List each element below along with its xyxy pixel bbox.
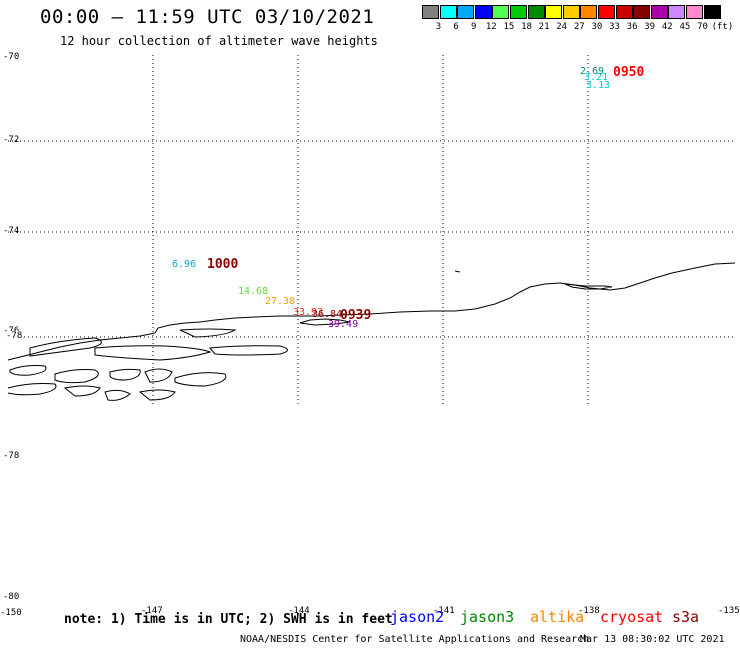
ice-feature: [299, 318, 351, 326]
legend-label: 18: [521, 22, 532, 32]
wave-height-value: 36.84: [312, 309, 343, 320]
page-title: 00:00 – 11:59 UTC 03/10/2021: [40, 6, 375, 28]
legend-label: 3: [435, 22, 442, 32]
lon-label: -138: [578, 606, 600, 616]
legend-label: 39: [644, 22, 656, 32]
legend-swatch: [510, 5, 527, 19]
island: [63, 385, 101, 397]
page-subtitle: 12 hour collection of altimeter wave hei…: [60, 34, 378, 48]
legend-swatch: [703, 5, 721, 19]
generated-timestamp: Mar 13 08:30:02 UTC 2021: [580, 634, 725, 645]
legend-swatch: [492, 5, 510, 19]
pass-time-label: 0939: [340, 308, 372, 323]
graticule: [8, 55, 735, 405]
legend-swatch: [580, 5, 598, 19]
legend-swatch: [474, 5, 492, 19]
island: [174, 372, 227, 387]
legend-label: 33: [609, 22, 620, 32]
legend-label: 15: [503, 22, 515, 32]
legend-swatch: [650, 5, 668, 19]
legend-swatch: [439, 5, 457, 19]
wave-height-value: 14.68: [238, 286, 269, 297]
satellite-jason3: jason3: [460, 608, 515, 626]
legend-swatch: [615, 5, 633, 19]
lat-label: -80: [3, 592, 20, 602]
ice-feature: [454, 270, 461, 273]
island: [104, 389, 131, 401]
lon-label: -147: [141, 606, 163, 616]
wave-height-value: 6.96: [172, 259, 197, 270]
legend-label: (ft): [711, 22, 734, 32]
island: [138, 389, 176, 401]
satellite-cryosat: cryosat: [600, 608, 664, 626]
wave-height-value: 3.13: [586, 80, 611, 91]
legend-label: 42: [661, 22, 673, 32]
legend-label: 24: [556, 22, 568, 32]
pass-time-label: 1000: [207, 257, 239, 272]
island: [29, 337, 102, 357]
legend-swatch: [633, 5, 651, 19]
legend-label: 6: [453, 22, 459, 32]
wave-height-value: 39.49: [328, 319, 359, 330]
lon-label: -135: [718, 606, 740, 616]
island: [94, 345, 212, 361]
legend-label: 9: [470, 22, 477, 32]
legend-label: 45: [679, 22, 691, 32]
wave-height-value: 27.38: [265, 296, 296, 307]
ice-feature: [564, 283, 613, 290]
lat-label: -78: [6, 331, 23, 341]
legend-label: 30: [591, 22, 603, 32]
lat-label: -74: [3, 226, 20, 236]
lat-label: -72: [3, 135, 20, 145]
legend-swatch: [545, 5, 563, 19]
credit-line: NOAA/NESDIS Center for Satellite Applica…: [240, 634, 590, 645]
satellite-s3a: s3a: [672, 608, 700, 626]
island: [54, 369, 99, 384]
lat-label: -70: [3, 52, 20, 62]
legend-swatch: [598, 5, 615, 19]
pass-time-label: 0950: [613, 65, 645, 80]
lon-label: -141: [433, 606, 455, 616]
legend-label: 27: [573, 22, 585, 32]
wave-height-value: 2.69: [580, 66, 605, 77]
legend-swatch: [457, 5, 475, 19]
ice-shelf-edge: [154, 262, 736, 334]
footer-note: note: 1) Time is in UTC; 2) SWH is in fe…: [64, 612, 393, 627]
coastline: [7, 262, 736, 401]
legend-swatch: [668, 5, 686, 19]
legend-swatch: [527, 5, 545, 19]
legend-label: 12: [485, 22, 497, 32]
legend-label: 70: [697, 22, 708, 32]
island: [7, 383, 57, 396]
legend-label: 21: [538, 22, 550, 32]
island: [9, 365, 47, 376]
wave-height-value: 33.93: [293, 307, 324, 318]
legend-swatch: [562, 5, 580, 19]
island: [179, 328, 237, 338]
legend-swatch: [422, 5, 439, 19]
lon-label: -150: [0, 608, 22, 618]
coastline-segment: [7, 332, 156, 361]
satellite-jason2: jason2: [390, 608, 445, 626]
wave-height-value: 3.21: [584, 72, 609, 83]
lat-label: -78: [3, 451, 20, 461]
legend-swatch: [686, 5, 703, 19]
island: [209, 345, 288, 356]
legend-label: 36: [626, 22, 638, 32]
satellite-altika: altika: [530, 608, 585, 626]
lon-label: -144: [288, 606, 310, 616]
island: [109, 368, 141, 381]
island: [144, 368, 173, 383]
